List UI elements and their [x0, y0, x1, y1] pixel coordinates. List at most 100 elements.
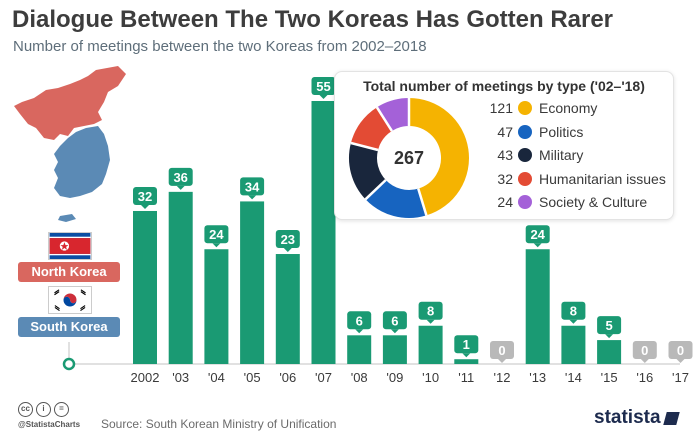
svg-text:32: 32 [138, 189, 152, 204]
x-tick-label: 2002 [131, 370, 160, 385]
north-korea-map-shape [14, 66, 126, 140]
x-tick-label: '15 [601, 370, 618, 385]
bar [311, 101, 336, 364]
data-label: 0 [490, 341, 514, 363]
baseline-marker-icon [62, 357, 76, 371]
legend-entry-label: Military [539, 147, 584, 163]
svg-text:6: 6 [356, 313, 363, 328]
source-note: Source: South Korean Ministry of Unifica… [101, 417, 337, 431]
bar [347, 335, 372, 364]
bar [240, 201, 265, 364]
svg-text:36: 36 [173, 170, 187, 185]
attribution-icon: i [36, 402, 51, 417]
legend-entry: 32 Humanitarian issues [485, 169, 666, 189]
x-tick-label: '12 [494, 370, 511, 385]
x-tick-label: '06 [279, 370, 296, 385]
x-tick-label: '08 [351, 370, 368, 385]
data-label: 24 [525, 225, 550, 248]
donut-slice [376, 98, 410, 132]
data-label: 5 [597, 316, 622, 339]
x-tick-label: '03 [172, 370, 189, 385]
x-tick-label: '17 [672, 370, 689, 385]
x-tick-label: '13 [529, 370, 546, 385]
south-korea-label: South Korea [18, 317, 120, 337]
svg-text:0: 0 [641, 343, 648, 358]
brand-mark-icon [662, 411, 680, 425]
social-handle: @StatistaCharts [18, 420, 81, 429]
data-label: 8 [561, 301, 586, 324]
korea-map-illustration [14, 66, 126, 222]
legend-entry-value: 32 [497, 170, 513, 187]
bar [597, 340, 622, 364]
south-korea-map-shape [54, 126, 110, 198]
legend-entry-label: Humanitarian issues [539, 170, 666, 187]
legend-entry-value: 43 [497, 147, 513, 163]
meeting-type-legend-card: Total number of meetings by type ('02–'1… [334, 71, 674, 220]
data-label: 6 [347, 311, 372, 334]
legend-color-dot [518, 195, 532, 209]
svg-text:8: 8 [427, 304, 434, 319]
bar [525, 249, 550, 364]
north-korea-label: North Korea [18, 262, 120, 282]
bar [133, 210, 157, 364]
x-tick-label: '16 [636, 370, 653, 385]
x-tick-label: '10 [422, 370, 439, 385]
data-label: 23 [275, 230, 300, 253]
svg-text:5: 5 [605, 318, 612, 333]
svg-text:24: 24 [209, 227, 224, 242]
x-tick-label: '14 [565, 370, 582, 385]
statista-logo: statista [594, 407, 680, 429]
data-label: 36 [168, 167, 193, 190]
legend-entry: 47 Politics [485, 122, 583, 142]
x-tick-label: '05 [244, 370, 261, 385]
svg-text:34: 34 [245, 179, 260, 194]
donut-slice-divider [375, 106, 393, 132]
legend-entry-label: Society & Culture [539, 194, 648, 210]
bar [454, 359, 479, 364]
svg-text:0: 0 [677, 343, 684, 358]
donut-slice-divider [350, 141, 379, 152]
x-tick-label: '07 [315, 370, 332, 385]
data-label: 24 [204, 225, 229, 248]
legend-color-dot [518, 171, 532, 186]
x-tick-label: '11 [458, 370, 474, 385]
chart-subtitle: Number of meetings between the two Korea… [13, 38, 427, 55]
legend-entry-value: 121 [489, 100, 513, 116]
donut-slice [365, 179, 427, 218]
north-korea-flag-icon [48, 232, 92, 260]
svg-text:0: 0 [498, 343, 505, 358]
svg-text:23: 23 [281, 232, 295, 247]
svg-text:8: 8 [570, 304, 577, 319]
bar [168, 191, 193, 364]
brand-name: statista [594, 407, 661, 428]
legend-color-dot [518, 148, 532, 162]
south-korea-flag-icon [48, 286, 92, 314]
bar [275, 254, 300, 364]
svg-text:55: 55 [316, 79, 330, 94]
donut-slice [349, 142, 387, 200]
bar [382, 335, 407, 364]
data-label: 0 [632, 341, 657, 363]
donut-total-label: 267 [394, 148, 424, 168]
donut-slice-divider [364, 179, 387, 201]
creative-commons-icon: cc [18, 402, 33, 417]
data-label: 8 [418, 301, 443, 324]
legend-entry-label: Politics [539, 123, 584, 140]
donut-chart: 267 [349, 98, 469, 218]
svg-text:24: 24 [530, 227, 545, 242]
bar [418, 325, 443, 364]
svg-text:1: 1 [463, 337, 470, 352]
legend-color-dot [518, 101, 532, 115]
legend-entry-value: 24 [497, 194, 513, 210]
svg-text:6: 6 [391, 313, 398, 328]
legend-title: Total number of meetings by type ('02–'1… [363, 78, 645, 94]
data-label: 6 [382, 311, 407, 334]
license-icons: cc i = [18, 402, 69, 417]
no-derivatives-icon: = [54, 402, 69, 417]
legend-color-dot [518, 124, 532, 139]
donut-slice [350, 107, 393, 151]
bar [204, 249, 229, 364]
x-tick-label: '09 [386, 370, 403, 385]
chart-title: Dialogue Between The Two Koreas Has Gott… [12, 6, 614, 33]
